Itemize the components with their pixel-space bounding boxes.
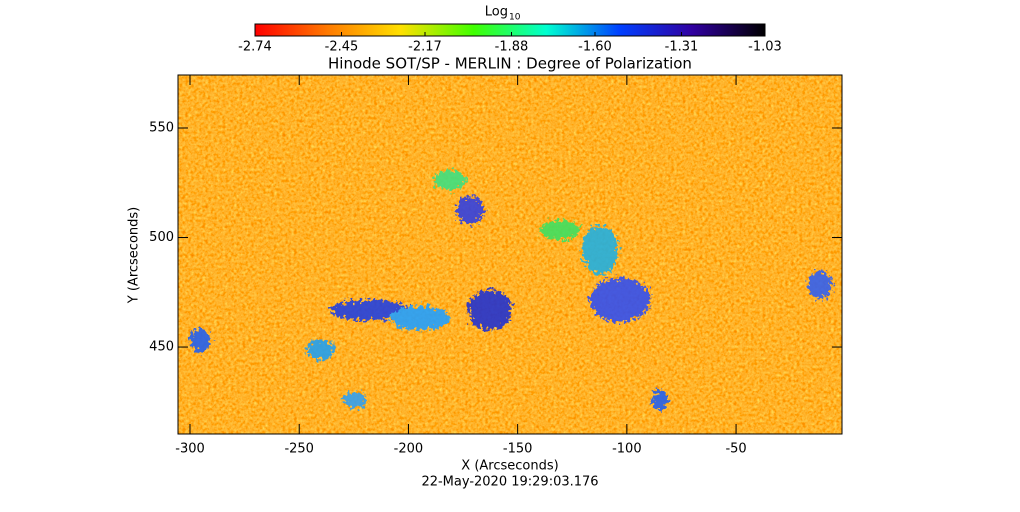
colorbar-tick-label: -2.17 [408, 40, 442, 55]
colorbar-tick-label: -2.45 [325, 40, 359, 55]
colorbar-label-sub: 10 [509, 13, 521, 23]
y-tick-label: 550 [149, 121, 174, 136]
x-tick-label: -300 [175, 442, 205, 457]
colorbar-label: Log [485, 5, 508, 20]
y-tick-label: 500 [149, 230, 174, 245]
y-axis-label: Y (Arcseconds) [127, 207, 142, 304]
y-tick-label: 450 [149, 340, 174, 355]
x-tick-label: -200 [394, 442, 424, 457]
chart-title: Hinode SOT/SP - MERLIN : Degree of Polar… [328, 55, 692, 73]
image [178, 75, 842, 434]
plot-frame [177, 74, 843, 435]
colorbar-tick-label: -1.03 [748, 40, 782, 55]
x-axis-label: X (Arcseconds) [461, 459, 558, 474]
colorbar [254, 23, 766, 37]
x-tick-label: -100 [612, 442, 642, 457]
colorbar-tick-label: -1.31 [665, 40, 699, 55]
colorbar-tick-label: -1.88 [495, 40, 529, 55]
colorbar-tick-label: -2.74 [238, 40, 272, 55]
colorbar-tick-label: -1.60 [578, 40, 612, 55]
x-tick-label: -50 [725, 442, 746, 457]
date-label: 22-May-2020 19:29:03.176 [421, 475, 598, 490]
x-tick-label: -250 [284, 442, 314, 457]
x-tick-label: -150 [503, 442, 533, 457]
